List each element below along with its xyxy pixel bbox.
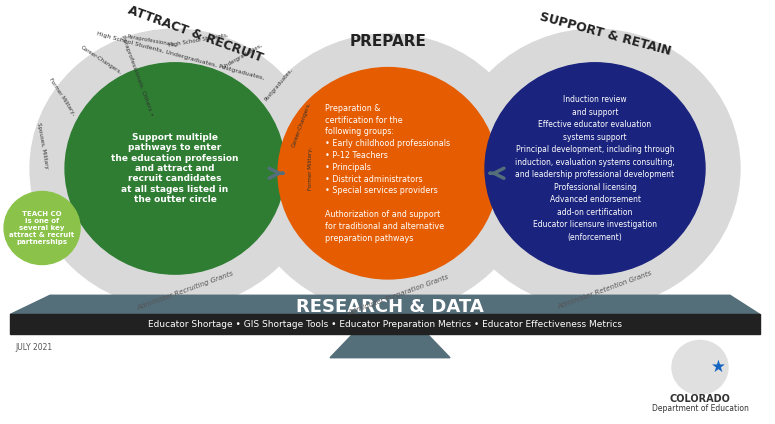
Text: Administer Recruiting Grants: Administer Recruiting Grants xyxy=(136,270,234,311)
Text: Former Military,: Former Military, xyxy=(48,78,76,117)
Polygon shape xyxy=(10,315,760,334)
Text: High School Students,: High School Students, xyxy=(168,33,229,48)
Circle shape xyxy=(672,340,728,394)
Circle shape xyxy=(243,34,533,312)
Text: JULY 2021: JULY 2021 xyxy=(15,343,52,352)
Circle shape xyxy=(485,63,705,274)
Text: High School Students, Undergraduates, Postgraduates,: High School Students, Undergraduates, Po… xyxy=(96,31,264,81)
Text: ATTRACT & RECRUIT: ATTRACT & RECRUIT xyxy=(126,3,264,64)
Text: COLORADO: COLORADO xyxy=(670,394,731,404)
Text: Department of Education: Department of Education xyxy=(652,404,749,413)
Text: Support multiple
pathways to enter
the education profession
and attract and
recr: Support multiple pathways to enter the e… xyxy=(112,133,239,204)
Text: Administer Retention Grants: Administer Retention Grants xyxy=(557,271,653,310)
Polygon shape xyxy=(10,295,760,315)
Circle shape xyxy=(278,67,498,279)
Text: Spouses, Military: Spouses, Military xyxy=(36,123,49,169)
Text: SUPPORT & RETAIN: SUPPORT & RETAIN xyxy=(538,10,672,58)
Text: Paraprofessionals,: Paraprofessionals, xyxy=(126,34,177,47)
Text: Career-Changers,: Career-Changers, xyxy=(291,100,312,148)
Text: Educator Shortage • GIS Shortage Tools • Educator Preparation Metrics • Educator: Educator Shortage • GIS Shortage Tools •… xyxy=(148,320,622,329)
Text: Career-Changers,: Career-Changers, xyxy=(80,45,122,75)
Text: Former Military,: Former Military, xyxy=(308,147,312,190)
Text: ★: ★ xyxy=(711,358,725,377)
Text: Preparation &
certification for the
following groups:
• Early childhood professi: Preparation & certification for the foll… xyxy=(326,104,450,243)
Text: TEACH CO
is one of
several key
attract & recruit
partnerships: TEACH CO is one of several key attract &… xyxy=(9,211,74,245)
Circle shape xyxy=(30,29,320,308)
Text: Undergraduates,: Undergraduates, xyxy=(221,42,264,70)
Text: Postgraduates,: Postgraduates, xyxy=(264,68,294,103)
Text: Induction review
and support
Effective educator evaluation
systems support
Princ: Induction review and support Effective e… xyxy=(515,95,675,242)
Text: RESEARCH & DATA: RESEARCH & DATA xyxy=(296,298,484,316)
Circle shape xyxy=(65,63,285,274)
Text: PREPARE: PREPARE xyxy=(350,34,426,49)
Polygon shape xyxy=(330,295,450,358)
Circle shape xyxy=(4,192,80,265)
Text: Paraprofessionals, Others •: Paraprofessionals, Others • xyxy=(120,34,154,117)
Text: Administer Preparation Grants: Administer Preparation Grants xyxy=(347,274,449,316)
Circle shape xyxy=(450,29,740,308)
